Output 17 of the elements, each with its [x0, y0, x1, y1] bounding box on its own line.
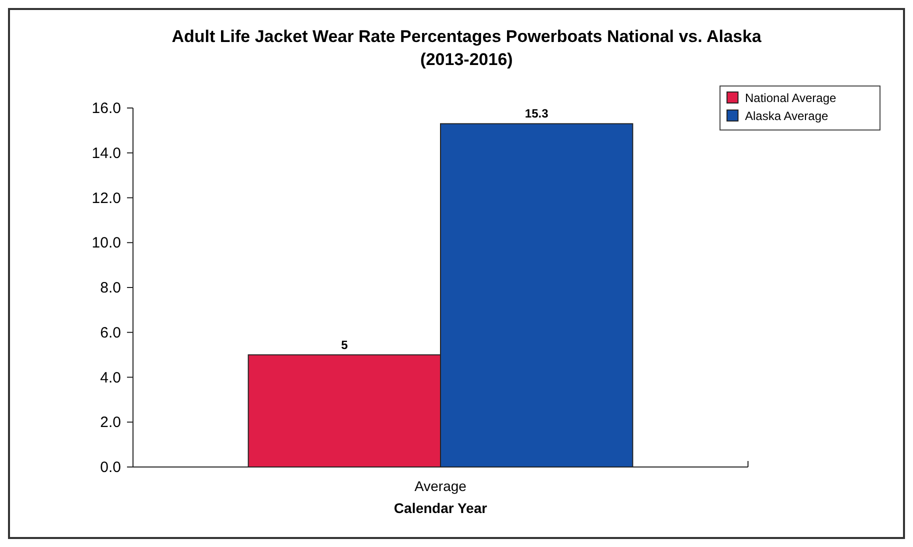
y-tick-label: 8.0 [100, 280, 121, 296]
y-tick-label: 14.0 [92, 144, 121, 162]
legend-label: Alaska Average [745, 109, 828, 123]
y-tick-label: 12.0 [92, 190, 121, 207]
chart-title: Adult Life Jacket Wear Rate Percentages Powerboats National vs. Alaska [172, 27, 762, 46]
y-tick-label: 6.0 [100, 324, 121, 342]
y-tick-label: 16.0 [92, 100, 121, 117]
y-tick-label: 0.0 [100, 459, 121, 476]
data-label: 15.3 [524, 106, 549, 121]
chart-subtitle: (2013-2016) [420, 50, 513, 69]
y-tick-label: 2.0 [100, 414, 121, 432]
y-tick-label: 10.0 [92, 234, 121, 252]
legend-label: National Average [745, 91, 837, 105]
data-label: 5 [341, 338, 348, 352]
y-tick-label: 4.0 [100, 369, 121, 386]
x-tick-label: Average [414, 478, 467, 494]
x-axis-title: Calendar Year [394, 500, 488, 516]
